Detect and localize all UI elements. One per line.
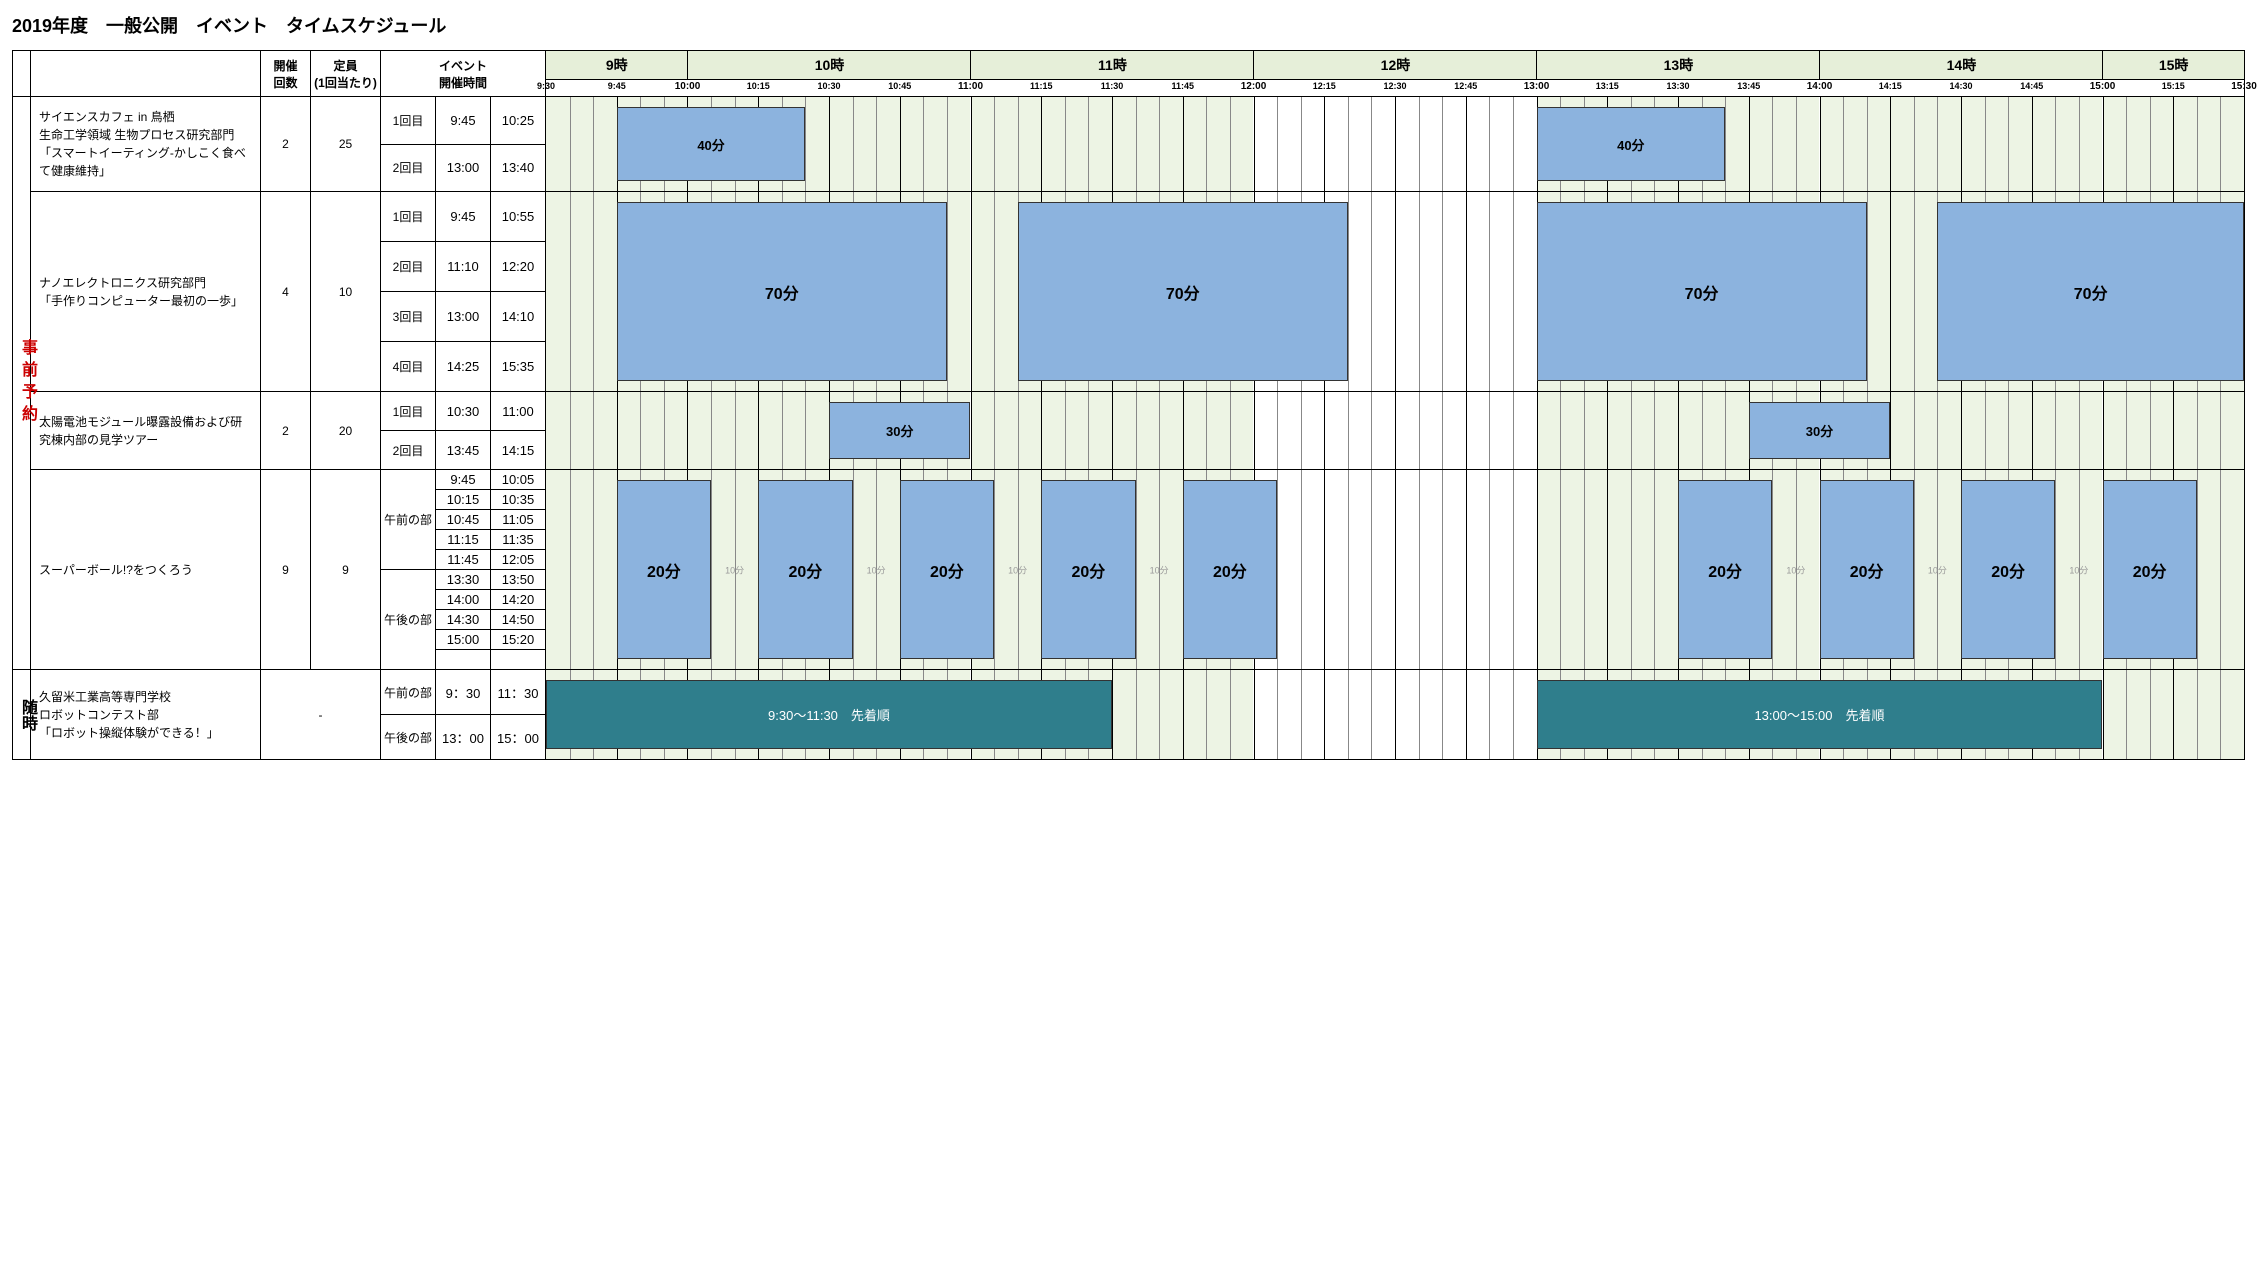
session-end: 11:35 [491, 530, 546, 550]
session-start: 11:10 [436, 242, 491, 292]
session-end: 14:50 [491, 610, 546, 630]
timeline-bar: 70分 [1937, 202, 2244, 381]
session-end: 15：00 [491, 715, 546, 760]
session-start: 11:15 [436, 530, 491, 550]
timeline-bar: 20分 [1183, 480, 1277, 659]
event-name: 太陽電池モジュール曝露設備および研究棟内部の見学ツアー [31, 392, 261, 470]
timeline-bar: 20分 [2103, 480, 2197, 659]
timeline-bar: 20分 [1961, 480, 2055, 659]
session-end: 10:25 [491, 97, 546, 145]
event-count: - [261, 670, 381, 760]
session-end: 11:05 [491, 510, 546, 530]
session-label: 1回目 [381, 97, 436, 145]
timeline-bar: 40分 [617, 107, 806, 181]
session-end: 14:10 [491, 292, 546, 342]
session-label: 3回目 [381, 292, 436, 342]
timeline-bar: 20分 [1820, 480, 1914, 659]
timeline: 30分 30分 [546, 392, 2244, 469]
session-end: 11:00 [491, 392, 546, 431]
session-start: 13:00 [436, 292, 491, 342]
timeline-bar: 30分 [1749, 402, 1890, 459]
session-end: 14:15 [491, 431, 546, 470]
event-name: ナノエレクトロニクス研究部門「手作りコンピューター最初の一歩」 [31, 192, 261, 392]
session-label: 1回目 [381, 192, 436, 242]
session-start: 13：00 [436, 715, 491, 760]
session-end: 14:20 [491, 590, 546, 610]
session-start: 10:15 [436, 490, 491, 510]
session-end: 13:50 [491, 570, 546, 590]
timeline-bar: 20分 [1678, 480, 1772, 659]
event-count: 2 [261, 392, 311, 470]
session-start: 10:30 [436, 392, 491, 431]
session-end: 13:40 [491, 144, 546, 192]
header-count: 開催回数 [261, 51, 311, 97]
timeline-bar: 20分 [758, 480, 852, 659]
session-end: 12:05 [491, 550, 546, 570]
timeline-bar: 40分 [1537, 107, 1726, 181]
event-count: 2 [261, 97, 311, 192]
timeline: 70分 70分 70分 70分 [546, 192, 2244, 391]
event-name: サイエンスカフェ in 鳥栖生命工学領域 生物プロセス研究部門「スマートイーティ… [31, 97, 261, 192]
session-label: 4回目 [381, 342, 436, 392]
session-start: 9:45 [436, 192, 491, 242]
session-start: 13:30 [436, 570, 491, 590]
session-end: 10:35 [491, 490, 546, 510]
session-end: 11：30 [491, 670, 546, 715]
session-start: 11:45 [436, 550, 491, 570]
page-title: 2019年度 一般公開 イベント タイムスケジュール [12, 12, 2245, 38]
session-start: 13:00 [436, 144, 491, 192]
session-group-label: 午前の部 [381, 470, 436, 570]
session-end: 10:05 [491, 470, 546, 490]
session-start: 15:00 [436, 630, 491, 650]
timeline-bar: 20分 [900, 480, 994, 659]
session-label: 2回目 [381, 144, 436, 192]
session-start: 9:45 [436, 470, 491, 490]
session-start: 13:45 [436, 431, 491, 470]
event-name: スーパーボール!?をつくろう [31, 470, 261, 670]
timeline-bar: 20分 [617, 480, 711, 659]
session-group-label: 午後の部 [381, 570, 436, 670]
category-anytime: 随時 [15, 699, 39, 731]
header-eventtime: イベント開催時間 [381, 51, 546, 97]
timeline-bar: 30分 [829, 402, 970, 459]
session-end: 15:35 [491, 342, 546, 392]
session-end [491, 650, 546, 670]
timeline: 40分 40分 [546, 97, 2244, 191]
session-start [436, 650, 491, 670]
event-count: 9 [261, 470, 311, 670]
timeline-bar: 70分 [617, 202, 947, 381]
header-capacity: 定員(1回当たり) [311, 51, 381, 97]
event-capacity: 25 [311, 97, 381, 192]
session-start: 14:30 [436, 610, 491, 630]
session-start: 14:25 [436, 342, 491, 392]
event-count: 4 [261, 192, 311, 392]
timeline-bar: 70分 [1537, 202, 1867, 381]
category-reserved: 事前予約 [15, 339, 39, 427]
session-start: 9:45 [436, 97, 491, 145]
session-label: 2回目 [381, 431, 436, 470]
session-end: 10:55 [491, 192, 546, 242]
session-start: 9：30 [436, 670, 491, 715]
timeline-bar: 70分 [1018, 202, 1348, 381]
session-end: 15:20 [491, 630, 546, 650]
event-capacity: 9 [311, 470, 381, 670]
session-start: 10:45 [436, 510, 491, 530]
event-capacity: 20 [311, 392, 381, 470]
event-capacity: 10 [311, 192, 381, 392]
session-label: 2回目 [381, 242, 436, 292]
session-start: 14:00 [436, 590, 491, 610]
session-group-label: 午後の部 [381, 715, 436, 760]
event-name: 久留米工業高等専門学校ロボットコンテスト部「ロボット操縦体験ができる！」 [31, 670, 261, 760]
timeline: 9:30～11:30 先着順 13:00～15:00 先着順 [546, 670, 2244, 759]
timeline-bar: 9:30～11:30 先着順 [546, 680, 1112, 749]
session-end: 12:20 [491, 242, 546, 292]
timeline-bar: 20分 [1041, 480, 1135, 659]
timeline: 20分20分20分20分20分20分20分20分20分10分10分10分10分1… [546, 470, 2244, 669]
session-label: 1回目 [381, 392, 436, 431]
timeline-bar: 13:00～15:00 先着順 [1537, 680, 2103, 749]
session-group-label: 午前の部 [381, 670, 436, 715]
schedule-table: 開催回数定員(1回当たり)イベント開催時間9時10時11時12時13時14時15… [12, 50, 2245, 760]
